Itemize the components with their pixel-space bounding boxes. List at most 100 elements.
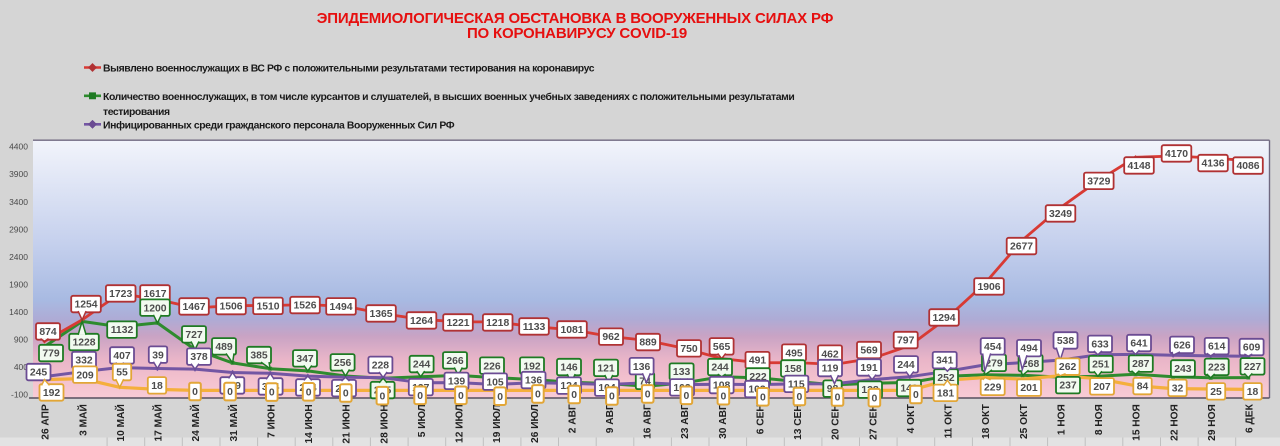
svg-text:4148: 4148 (1127, 161, 1150, 172)
svg-text:332: 332 (75, 356, 93, 367)
svg-text:133: 133 (673, 367, 691, 378)
svg-text:0: 0 (306, 387, 312, 398)
svg-text:146: 146 (560, 363, 578, 374)
svg-text:1723: 1723 (109, 289, 132, 300)
svg-text:1506: 1506 (219, 302, 242, 313)
svg-text:136: 136 (525, 376, 543, 387)
svg-text:Количество военнослужащих, в т: Количество военнослужащих, в том числе к… (103, 91, 794, 103)
svg-text:0: 0 (684, 391, 690, 402)
svg-text:244: 244 (413, 360, 431, 371)
svg-text:1467: 1467 (182, 302, 205, 313)
svg-text:565: 565 (713, 342, 731, 353)
svg-text:0: 0 (835, 393, 841, 404)
svg-text:0: 0 (497, 392, 503, 403)
svg-text:245: 245 (30, 368, 48, 379)
svg-text:15 НОЯ: 15 НОЯ (1132, 404, 1143, 441)
svg-text:0: 0 (417, 391, 423, 402)
svg-text:226: 226 (483, 361, 501, 372)
svg-text:28 ИЮН: 28 ИЮН (379, 404, 390, 443)
svg-text:256: 256 (334, 358, 352, 369)
svg-text:1200: 1200 (143, 303, 166, 314)
svg-text:192: 192 (523, 361, 541, 372)
svg-text:0: 0 (269, 388, 275, 399)
svg-text:181: 181 (937, 388, 955, 399)
svg-text:223: 223 (1208, 362, 1226, 373)
svg-text:2400: 2400 (9, 252, 28, 262)
svg-text:0: 0 (192, 387, 198, 398)
svg-text:Инфицированных среди гражданск: Инфицированных среди гражданского персон… (103, 119, 455, 131)
svg-text:4136: 4136 (1201, 159, 1224, 170)
svg-text:462: 462 (821, 349, 839, 360)
svg-text:609: 609 (1243, 343, 1261, 354)
svg-text:0: 0 (913, 390, 919, 401)
svg-text:962: 962 (602, 332, 620, 343)
svg-text:136: 136 (633, 362, 651, 373)
svg-text:25: 25 (1210, 387, 1222, 398)
svg-text:26 ИЮЛ: 26 ИЮЛ (530, 404, 541, 443)
svg-text:279: 279 (985, 358, 1003, 369)
svg-text:0: 0 (721, 391, 727, 402)
svg-text:1510: 1510 (256, 301, 279, 312)
svg-text:26 АПР: 26 АПР (41, 404, 52, 440)
svg-text:262: 262 (1059, 362, 1077, 373)
svg-text:251: 251 (1092, 360, 1110, 371)
svg-text:119: 119 (822, 364, 839, 375)
svg-text:4 ОКТ: 4 ОКТ (906, 403, 917, 433)
svg-text:1365: 1365 (369, 309, 392, 320)
svg-text:378: 378 (190, 352, 208, 363)
svg-text:30 АВГ: 30 АВГ (718, 404, 729, 439)
svg-text:1228: 1228 (72, 338, 95, 349)
svg-text:18: 18 (1247, 387, 1259, 398)
svg-text:12 ИЮЛ: 12 ИЮЛ (455, 404, 466, 443)
svg-text:228: 228 (372, 361, 390, 372)
svg-text:1900: 1900 (9, 279, 28, 289)
svg-text:55: 55 (116, 368, 128, 379)
svg-text:25 ОКТ: 25 ОКТ (1019, 403, 1030, 439)
svg-text:400: 400 (14, 362, 28, 372)
svg-text:6 СЕН: 6 СЕН (756, 404, 767, 434)
svg-text:1617: 1617 (143, 289, 166, 300)
svg-text:0: 0 (458, 391, 464, 402)
svg-text:569: 569 (860, 346, 878, 357)
svg-text:0: 0 (760, 392, 766, 403)
svg-text:266: 266 (446, 356, 464, 367)
svg-text:222: 222 (749, 372, 767, 383)
svg-text:1218: 1218 (486, 318, 509, 329)
svg-text:21 ИЮН: 21 ИЮН (342, 404, 353, 443)
svg-text:9 АВГ: 9 АВГ (605, 404, 616, 433)
svg-text:ПО КОРОНАВИРУСУ COVID-19: ПО КОРОНАВИРУСУ COVID-19 (467, 25, 687, 42)
svg-text:0: 0 (227, 387, 233, 398)
svg-text:0: 0 (609, 392, 615, 403)
svg-text:8 НОЯ: 8 НОЯ (1094, 404, 1105, 435)
svg-text:4400: 4400 (9, 142, 28, 152)
svg-text:494: 494 (1020, 344, 1038, 355)
svg-text:495: 495 (785, 348, 803, 359)
svg-text:39: 39 (152, 350, 164, 361)
svg-text:287: 287 (1132, 359, 1150, 370)
svg-text:454: 454 (984, 342, 1002, 353)
svg-text:1906: 1906 (977, 282, 1000, 293)
svg-text:252: 252 (937, 373, 955, 384)
svg-text:407: 407 (113, 351, 131, 362)
svg-text:1132: 1132 (111, 325, 134, 336)
svg-text:2677: 2677 (1010, 242, 1033, 253)
svg-text:158: 158 (784, 364, 802, 375)
svg-text:7 ИЮН: 7 ИЮН (266, 404, 277, 438)
svg-text:32: 32 (1172, 383, 1184, 394)
svg-text:тестирования: тестирования (103, 107, 170, 118)
svg-text:237: 237 (1059, 381, 1077, 392)
svg-text:16 АВГ: 16 АВГ (643, 404, 654, 439)
svg-text:0: 0 (380, 391, 386, 402)
svg-text:2900: 2900 (9, 224, 28, 234)
svg-text:74: 74 (639, 377, 651, 388)
svg-text:641: 641 (1130, 339, 1148, 350)
svg-text:201: 201 (1020, 383, 1038, 394)
svg-text:105: 105 (486, 377, 504, 388)
svg-text:19 ИЮЛ: 19 ИЮЛ (492, 404, 503, 443)
svg-text:24 МАЙ: 24 МАЙ (189, 404, 202, 441)
svg-text:121: 121 (597, 363, 615, 374)
svg-text:1221: 1221 (446, 318, 469, 329)
svg-text:3729: 3729 (1087, 176, 1110, 187)
svg-text:268: 268 (1022, 359, 1040, 370)
svg-text:2 АВГ: 2 АВГ (567, 404, 578, 433)
